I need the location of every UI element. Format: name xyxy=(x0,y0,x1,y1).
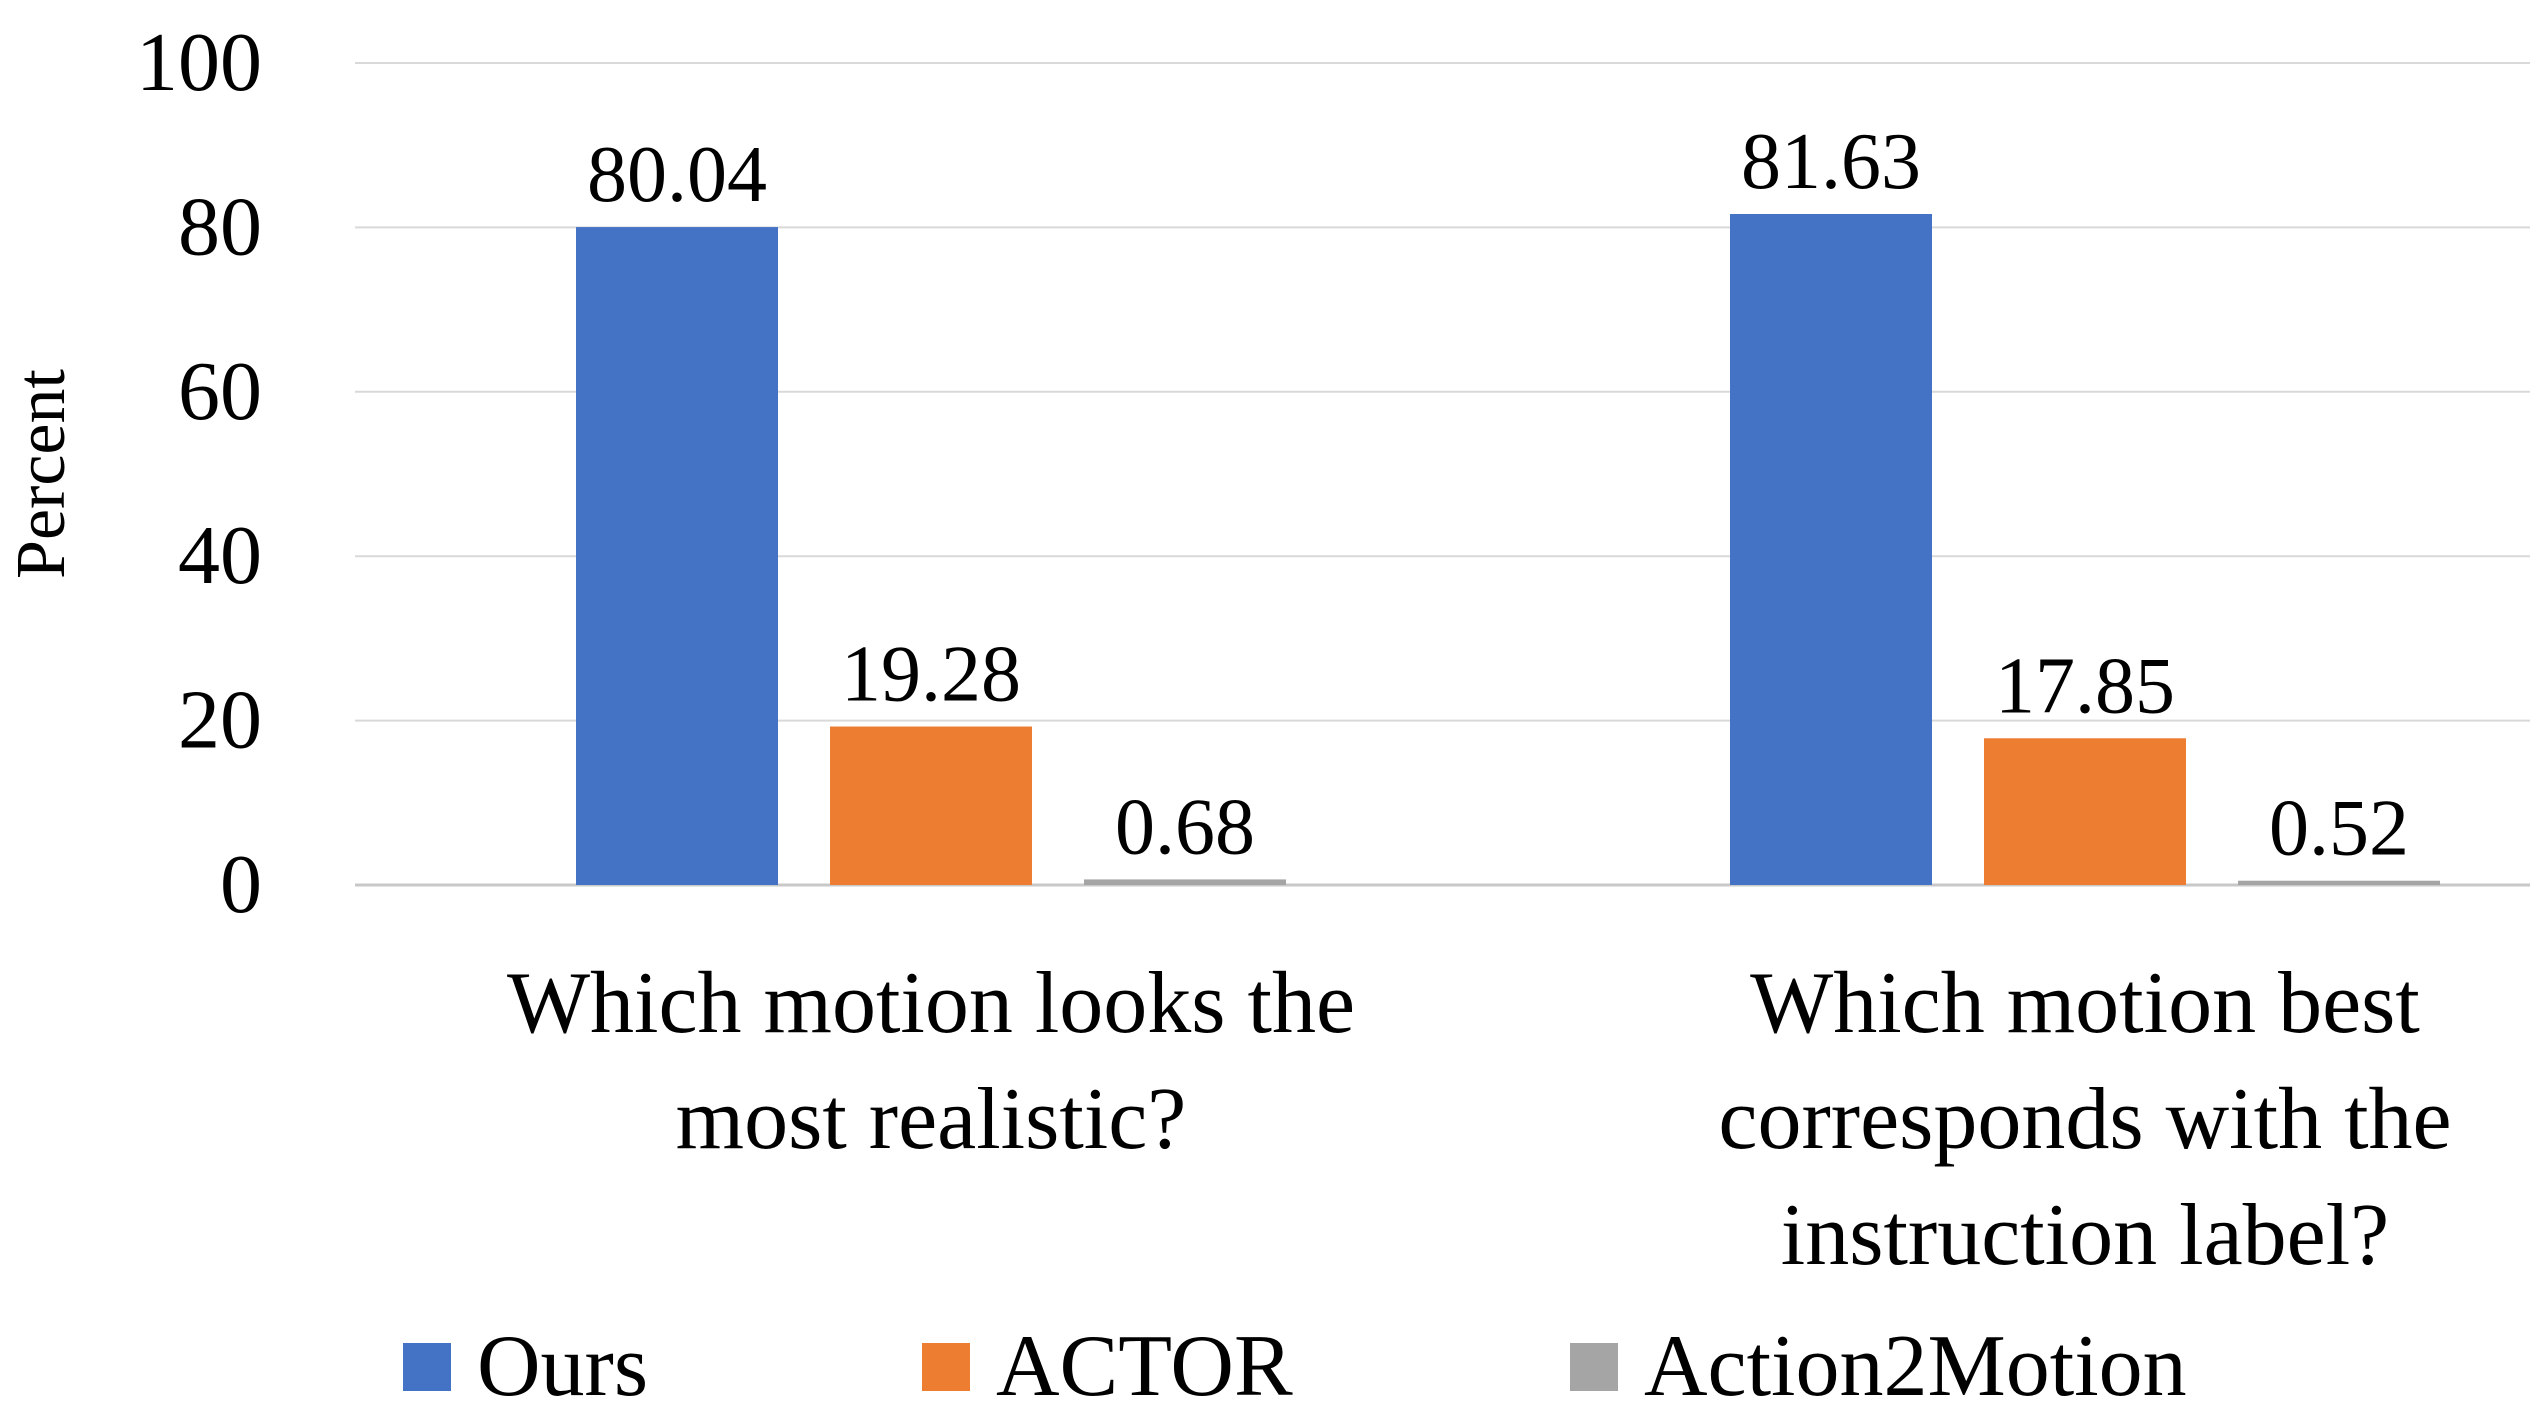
bar-action2motion-2 xyxy=(2238,880,2440,885)
legend-swatch-ours xyxy=(403,1343,451,1391)
data-labels: 80.04 81.63 19.28 17.85 0.68 0.52 xyxy=(587,118,2409,873)
bar-actor-2 xyxy=(1984,738,2186,885)
data-label: 17.85 xyxy=(1995,642,2175,730)
x-axis-categories: Which motion looks the most realistic?Whi… xyxy=(507,955,2452,1284)
category-label-line: most realistic? xyxy=(676,1071,1187,1168)
category-label-line: Which motion looks the xyxy=(507,955,1355,1052)
legend-label-ours: Ours xyxy=(477,1318,648,1415)
data-label: 19.28 xyxy=(841,631,1021,719)
data-label: 81.63 xyxy=(1741,118,1921,206)
y-tick-label: 0 xyxy=(220,838,262,931)
y-axis-title: Percent xyxy=(3,369,80,579)
y-axis-label-group: Percent xyxy=(3,369,80,579)
y-tick-label: 20 xyxy=(178,674,262,767)
y-axis-ticks: 0 20 40 60 80 100 xyxy=(136,16,262,931)
data-label: 0.52 xyxy=(2269,785,2409,873)
category-label-1: Which motion looks the most realistic? xyxy=(507,955,1355,1168)
legend: Ours ACTOR Action2Motion xyxy=(403,1318,2187,1415)
y-tick-label: 40 xyxy=(178,509,262,602)
category-label-line: instruction label? xyxy=(1781,1187,2389,1284)
category-label-line: corresponds with the xyxy=(1718,1071,2451,1168)
category-label-line: Which motion best xyxy=(1750,955,2420,1052)
data-label: 80.04 xyxy=(587,131,767,219)
legend-label-action2motion: Action2Motion xyxy=(1644,1318,2187,1415)
y-tick-label: 80 xyxy=(178,180,262,273)
y-tick-label: 100 xyxy=(136,16,262,109)
y-tick-label: 60 xyxy=(178,345,262,438)
bars xyxy=(576,214,2440,886)
legend-swatch-action2motion xyxy=(1570,1343,1618,1391)
bar-actor-1 xyxy=(830,726,1032,885)
category-label-2: Which motion best corresponds with the ins… xyxy=(1718,955,2451,1284)
data-label: 0.68 xyxy=(1115,783,1255,871)
legend-label-actor: ACTOR xyxy=(996,1318,1293,1415)
bar-ours-2 xyxy=(1730,214,1932,885)
bar-ours-1 xyxy=(576,227,778,886)
bar-action2motion-1 xyxy=(1084,879,1286,885)
legend-swatch-actor xyxy=(922,1343,970,1391)
